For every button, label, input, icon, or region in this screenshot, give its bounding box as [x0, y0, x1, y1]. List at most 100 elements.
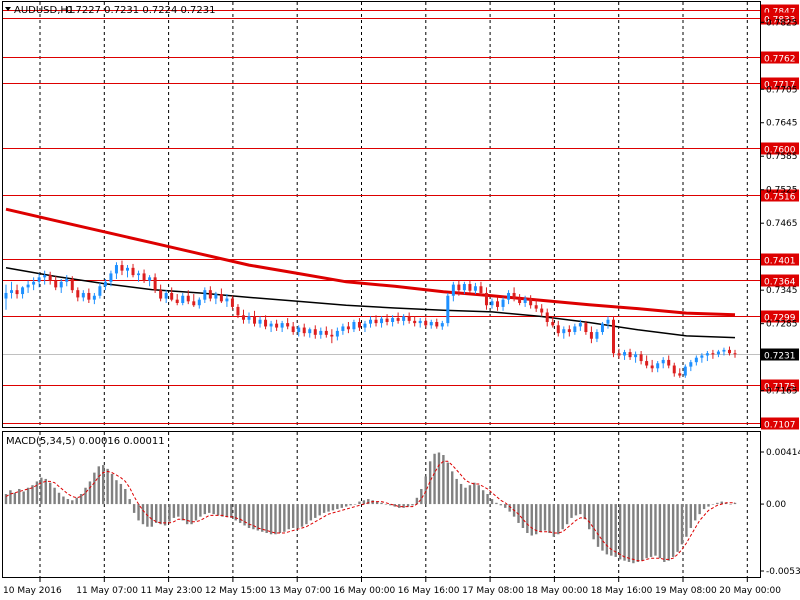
- macd-bar: [84, 487, 87, 505]
- price-level-badge: [761, 142, 799, 155]
- macd-bar: [375, 501, 379, 505]
- symbol-header[interactable]: AUDUSD,H1 0.7227 0.7231 0.7224 0.7231: [5, 5, 216, 16]
- macd-bar: [124, 488, 127, 505]
- macd-bar: [504, 504, 507, 508]
- price-tick-label: 0.7705: [766, 85, 798, 95]
- macd-bar: [190, 504, 193, 525]
- macd-bar: [468, 485, 472, 505]
- candle-body: [175, 299, 179, 304]
- macd-bar: [199, 504, 202, 517]
- time-axis[interactable]: 10 May 2016 11 May 07:00 11 May 23:00 12 Ma…: [3, 578, 781, 596]
- macd-bar: [539, 504, 542, 532]
- macd-bar: [353, 504, 357, 505]
- macd-bar: [13, 492, 17, 505]
- macd-bar: [473, 482, 476, 505]
- macd-bar: [340, 504, 343, 508]
- price-tick-label: 0.7165: [766, 387, 798, 397]
- candle-body: [324, 330, 328, 335]
- price-level-badge: [761, 253, 799, 266]
- macd-bar: [265, 504, 268, 534]
- macd-bar: [702, 504, 706, 510]
- candle-body: [623, 352, 627, 356]
- price-level-label: 0.7364: [764, 278, 796, 288]
- candle-body: [192, 301, 196, 306]
- time-tick-label: 11 May 07:00: [76, 586, 138, 596]
- macd-histogram: [4, 452, 737, 564]
- candle-body: [65, 279, 69, 282]
- macd-bar: [588, 504, 591, 530]
- candle-body: [639, 354, 643, 362]
- candle-body: [26, 284, 30, 288]
- candle-body: [54, 280, 58, 288]
- candle-body: [600, 323, 604, 333]
- macd-bar: [433, 453, 436, 505]
- candle-body: [440, 323, 444, 327]
- macd-bar: [477, 485, 480, 505]
- macd-bar: [694, 504, 697, 521]
- macd-bar: [641, 504, 644, 561]
- symbol-label: AUDUSD,H1: [14, 5, 74, 16]
- candle-body: [258, 319, 262, 324]
- candle-body: [407, 316, 411, 321]
- price-level-badge: [761, 379, 799, 392]
- candle-body: [391, 318, 395, 322]
- price-level-badge: [761, 417, 799, 430]
- macd-bar: [398, 504, 401, 508]
- candle-body: [142, 273, 146, 281]
- macd-bar: [384, 504, 388, 505]
- macd-bar: [574, 504, 578, 516]
- macd-bar: [66, 499, 70, 505]
- candle-body: [385, 318, 389, 322]
- macd-bar: [62, 496, 65, 505]
- macd-bar: [53, 487, 56, 505]
- candle-body: [363, 323, 367, 328]
- candle-body: [81, 292, 85, 298]
- macd-bar: [698, 504, 701, 515]
- candle-body: [313, 329, 317, 335]
- macd-bar: [685, 504, 688, 537]
- price-level-label: 0.7717: [764, 81, 796, 91]
- macd-bar: [358, 501, 361, 505]
- candle-body: [645, 361, 649, 366]
- macd-bar: [543, 504, 547, 531]
- candle-body: [87, 292, 91, 300]
- candle-body: [429, 321, 433, 326]
- time-tick-label: 16 May 16:00: [398, 586, 460, 596]
- macd-bar: [428, 461, 432, 505]
- candle-body: [230, 298, 234, 307]
- candle-body: [484, 292, 488, 306]
- candle-body: [10, 290, 14, 293]
- dropdown-triangle-icon[interactable]: [5, 7, 11, 11]
- macd-bar: [137, 504, 140, 521]
- candle-body: [512, 292, 516, 299]
- macd-bar: [495, 502, 498, 505]
- macd-bar: [238, 504, 242, 523]
- price-axis[interactable]: 0.78470.78330.77620.77170.76000.75160.74…: [760, 4, 799, 431]
- candle-body: [396, 318, 400, 321]
- macd-bar: [371, 500, 374, 505]
- macd-bar: [733, 502, 737, 505]
- price-level-badge: [761, 310, 799, 323]
- macd-bar: [362, 500, 366, 505]
- candle-body: [595, 332, 599, 339]
- macd-axis[interactable]: 0.00414 0.00 -0.00532: [760, 448, 800, 577]
- price-tick-label: 0.7645: [766, 119, 798, 129]
- macd-bar: [610, 504, 613, 556]
- macd-signal-line: [5, 460, 735, 562]
- candle-body: [225, 298, 229, 302]
- candle-body: [164, 292, 168, 299]
- macd-bar: [402, 504, 405, 508]
- macd-bar: [406, 504, 410, 507]
- macd-bar: [526, 504, 529, 534]
- macd-bar: [110, 473, 114, 505]
- macd-bar: [163, 504, 167, 526]
- candle-body: [148, 277, 152, 281]
- macd-bar: [411, 504, 414, 506]
- macd-bar: [534, 504, 538, 535]
- macd-bar: [26, 487, 30, 505]
- price-level-lines: [3, 10, 760, 424]
- price-level-badge: [761, 12, 799, 25]
- macd-bar: [671, 504, 675, 557]
- macd-bar: [93, 472, 96, 505]
